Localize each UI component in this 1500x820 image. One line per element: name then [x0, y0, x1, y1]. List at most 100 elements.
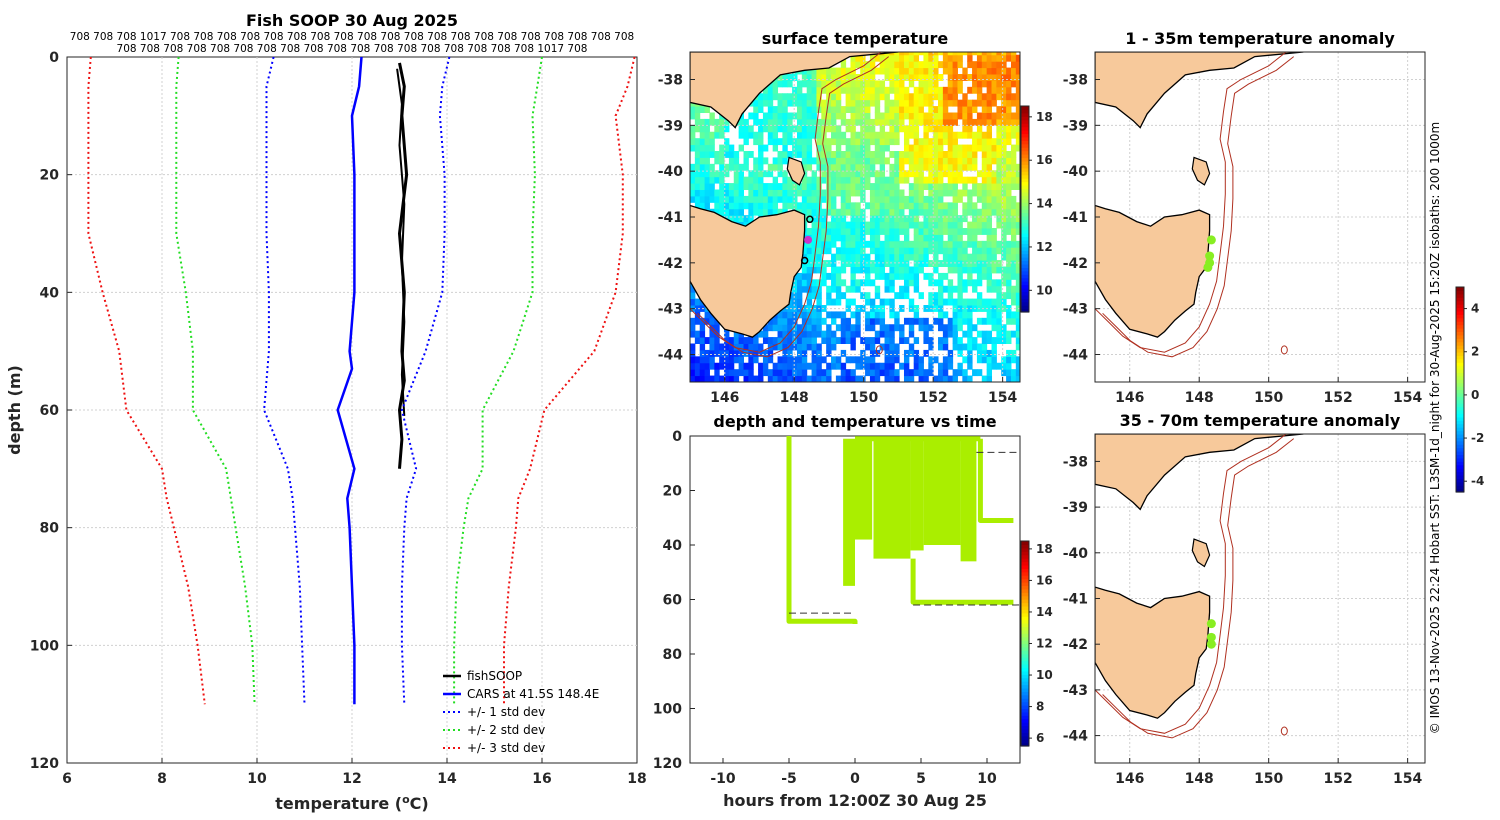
- sst-cell: [840, 292, 847, 300]
- sst-cell: [733, 163, 740, 171]
- sst-cell: [967, 61, 973, 69]
- sst-cell: [787, 362, 793, 370]
- sst-cell: [942, 54, 949, 62]
- sst-cell: [743, 131, 749, 139]
- sst-cell: [908, 202, 915, 210]
- sst-cell: [908, 330, 915, 338]
- sst-cell: [957, 337, 963, 344]
- sst-cell: [806, 176, 813, 184]
- sst-cell: [986, 215, 993, 223]
- sst-cell: [704, 125, 710, 133]
- sst-cell: [913, 253, 920, 261]
- sst-cell: [976, 208, 983, 216]
- sst-cell: [796, 202, 803, 210]
- sst-colorbar-band: [1021, 119, 1029, 124]
- sst-cell: [923, 240, 929, 248]
- sst-cell: [947, 67, 954, 75]
- sst-cell: [913, 118, 920, 126]
- sst-cell: [772, 93, 779, 101]
- sst-cell: [850, 74, 856, 81]
- sst-cell: [991, 356, 997, 364]
- sst-colorbar-band: [1021, 253, 1029, 258]
- sst-cell: [947, 157, 954, 165]
- depth-time-colorbar-band: [1021, 715, 1029, 720]
- sst-cell: [811, 112, 817, 120]
- sst-cell: [777, 106, 783, 113]
- sst-cell: [811, 240, 817, 248]
- sst-cell: [938, 144, 944, 152]
- sst-cell: [913, 337, 920, 344]
- sst-cell: [986, 285, 993, 293]
- sst-cell: [976, 138, 983, 146]
- sst-cell: [733, 215, 740, 223]
- sst-cell: [772, 163, 779, 171]
- sst-cell: [923, 369, 929, 377]
- sst-cell: [981, 266, 988, 274]
- sst-cell: [845, 240, 851, 248]
- sst-cell: [957, 106, 963, 113]
- sst-cell: [821, 80, 827, 88]
- sst-cell: [845, 253, 851, 261]
- sst-cell: [991, 285, 997, 293]
- sst-cell: [787, 324, 793, 332]
- sst-cell: [719, 202, 725, 210]
- sst-cell: [840, 112, 847, 120]
- sst-cell: [826, 208, 832, 216]
- sst-cell: [923, 54, 929, 62]
- sst-cell: [787, 189, 793, 197]
- sst-cell: [962, 118, 968, 126]
- sst-cell: [976, 266, 983, 274]
- sst-cell: [1006, 131, 1012, 139]
- sst-cell: [831, 298, 837, 306]
- sst-cell: [894, 99, 900, 107]
- sst-colorbar-band: [1021, 243, 1029, 248]
- sst-cell: [714, 369, 720, 377]
- sst-cell: [743, 138, 749, 146]
- sst-cell: [952, 195, 958, 203]
- sst-cell: [913, 202, 920, 210]
- profile-title: Fish SOOP 30 Aug 2025: [246, 11, 458, 30]
- sst-cell: [899, 221, 905, 229]
- sst-cell: [811, 189, 817, 197]
- sst-cell: [806, 125, 813, 133]
- sst-cell: [865, 298, 871, 306]
- sst-cell: [918, 240, 924, 248]
- sst-cell: [938, 183, 944, 190]
- sst-cell: [923, 183, 929, 190]
- sst-cell: [942, 272, 949, 280]
- depth-time-colorbar-band: [1021, 551, 1029, 556]
- sst-cell: [947, 260, 954, 267]
- sst-cell: [957, 228, 963, 235]
- sst-cell: [957, 292, 963, 300]
- sst-cell: [889, 176, 895, 184]
- sst-cell: [1006, 54, 1012, 62]
- sst-cell: [899, 208, 905, 216]
- sst-cell: [699, 138, 706, 146]
- sst-cell: [835, 215, 842, 223]
- sst-cell: [874, 330, 881, 338]
- sst-cell: [957, 131, 963, 139]
- depth-time-colorbar-band: [1021, 609, 1029, 614]
- sst-cell: [996, 311, 1002, 319]
- sst-cell: [782, 195, 788, 203]
- sst-cell: [889, 260, 895, 267]
- sst-cell: [860, 356, 866, 364]
- sst-cell: [860, 67, 866, 75]
- anomaly_1_35-seamount-isobath: [1280, 345, 1288, 355]
- sst-cell: [724, 337, 730, 344]
- sst-cell: [762, 99, 769, 107]
- sst-cell: [762, 195, 769, 203]
- sst-cell: [889, 298, 895, 306]
- sst-cell: [952, 330, 958, 338]
- sst-cell: [996, 74, 1002, 81]
- sst-cell: [962, 375, 968, 382]
- sst-cell: [967, 118, 973, 126]
- sst-cell: [690, 369, 696, 377]
- sst-cell: [1001, 356, 1007, 364]
- sst-cell: [913, 176, 920, 184]
- sst-cell: [787, 80, 793, 88]
- anomaly_35_70-marker: [1206, 639, 1216, 649]
- sst-cell: [811, 369, 817, 377]
- sst-cell: [694, 317, 701, 325]
- sst_map-x-tick-label: 152: [919, 390, 948, 406]
